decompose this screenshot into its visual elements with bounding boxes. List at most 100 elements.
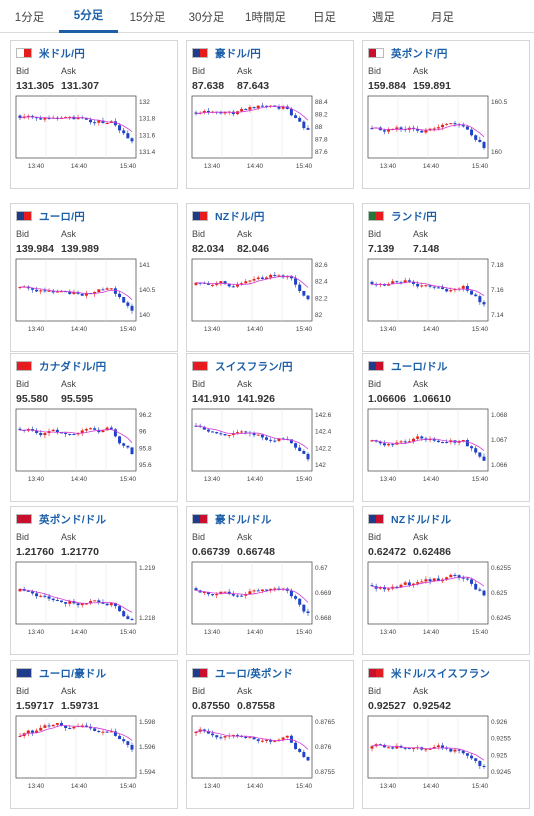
- candle-body: [84, 429, 88, 431]
- x-tick-label: 15:40: [296, 476, 313, 483]
- mini-chart[interactable]: 1.219 1.218 13:40 14:40 15:40: [15, 561, 174, 642]
- pair-name[interactable]: カナダドル/円: [39, 360, 107, 373]
- rate-card[interactable]: 米ドル/スイスフラン Bid Ask 0.92527 0.92542 0.926…: [362, 660, 530, 809]
- candle-body: [39, 595, 43, 597]
- pair-name[interactable]: 豪ドル/ドル: [215, 513, 272, 526]
- card-header[interactable]: NZドル/円: [192, 209, 265, 223]
- pair-name[interactable]: 英ポンド/円: [391, 47, 448, 60]
- pair-name[interactable]: NZドル/ドル: [391, 513, 452, 526]
- candle-body: [51, 290, 55, 293]
- candle-body: [122, 130, 126, 134]
- tab-3[interactable]: 30分足: [188, 11, 225, 24]
- mini-chart[interactable]: 1.598 1.596 1.594 13:40 14:40 15:40: [15, 715, 174, 796]
- candle-body: [55, 723, 59, 725]
- rate-card[interactable]: 英ポンド/円 Bid Ask 159.884 159.891 160.5 160 1…: [362, 40, 530, 189]
- card-header[interactable]: NZドル/ドル: [368, 512, 451, 526]
- candle-body: [269, 439, 273, 441]
- rate-card[interactable]: 英ポンド/ドル Bid Ask 1.21760 1.21770 1.219 1.2…: [10, 506, 178, 655]
- rate-card[interactable]: ランド/円 Bid Ask 7.139 7.148 7.18 7.16 7.14 13…: [362, 203, 530, 352]
- rate-card[interactable]: 米ドル/円 Bid Ask 131.305 131.307 132 131.8 13…: [10, 40, 178, 189]
- tab-5[interactable]: 日足: [313, 11, 336, 24]
- mini-chart[interactable]: 160.5 160 13:40 14:40 15:40: [367, 95, 526, 176]
- pair-name[interactable]: 米ドル/円: [39, 47, 85, 60]
- rate-card[interactable]: 豪ドル/円 Bid Ask 87.638 87.643 88.4 88.2 88 87…: [186, 40, 354, 189]
- candle-body: [35, 730, 39, 733]
- mini-chart[interactable]: 1.068 1.067 1.066 13:40 14:40 15:40: [367, 408, 526, 489]
- candle-body: [306, 128, 310, 130]
- mini-chart[interactable]: 88.4 88.2 88 87.8 87.6 13:40 14:40 15:40: [191, 95, 350, 176]
- candle-body: [273, 588, 277, 590]
- pair-name[interactable]: ユーロ/ドル: [391, 360, 448, 373]
- y-tick-label: 82: [315, 312, 323, 319]
- tab-7[interactable]: 月足: [431, 11, 454, 24]
- rate-card[interactable]: ユーロ/ドル Bid Ask 1.06606 1.06610 1.068 1.06…: [362, 353, 530, 502]
- mini-chart[interactable]: 141 140.5 140 13:40 14:40 15:40: [15, 258, 174, 339]
- pair-name[interactable]: NZドル/円: [215, 210, 265, 223]
- tab-0[interactable]: 1分足: [14, 11, 45, 24]
- card-header[interactable]: カナダドル/円: [16, 359, 106, 373]
- mini-chart[interactable]: 142.6 142.4 142.2 142 13:40 14:40 15:40: [191, 408, 350, 489]
- mini-chart[interactable]: 0.67 0.669 0.668 13:40 14:40 15:40: [191, 561, 350, 642]
- moving-average-line: [195, 588, 309, 603]
- card-header[interactable]: ユーロ/豪ドル: [16, 666, 106, 680]
- candle-body: [80, 725, 84, 727]
- rate-card[interactable]: NZドル/円 Bid Ask 82.034 82.046 82.6 82.4 82.…: [186, 203, 354, 352]
- card-header[interactable]: 英ポンド/円: [368, 46, 448, 60]
- mini-chart[interactable]: 82.6 82.4 82.2 82 13:40 14:40 15:40: [191, 258, 350, 339]
- rate-card[interactable]: NZドル/ドル Bid Ask 0.62472 0.62486 0.6255 0.…: [362, 506, 530, 655]
- x-tick-label: 14:40: [423, 326, 440, 333]
- candle-body: [72, 601, 76, 604]
- pair-name[interactable]: スイスフラン/円: [215, 360, 293, 373]
- rate-card[interactable]: スイスフラン/円 Bid Ask 141.910 141.926 142.6 14…: [186, 353, 354, 502]
- candle-body: [461, 577, 465, 579]
- candle-body: [235, 734, 239, 736]
- pair-name[interactable]: ユーロ/豪ドル: [39, 667, 107, 680]
- pair-name[interactable]: 豪ドル/円: [215, 47, 261, 60]
- candle-body: [457, 749, 461, 751]
- pair-name[interactable]: 米ドル/スイスフラン: [391, 667, 491, 680]
- rate-card[interactable]: ユーロ/豪ドル Bid Ask 1.59717 1.59731 1.598 1.5…: [10, 660, 178, 809]
- ask-value: 95.595: [61, 393, 94, 405]
- candle-body: [428, 579, 432, 582]
- candle-body: [294, 596, 298, 599]
- card-header[interactable]: ランド/円: [368, 209, 437, 223]
- card-header[interactable]: ユーロ/英ポンド: [192, 666, 293, 680]
- mini-chart[interactable]: 96.2 96 95.8 95.6 13:40 14:40 15:40: [15, 408, 174, 489]
- pair-name[interactable]: ランド/円: [391, 210, 437, 223]
- candle-body: [273, 274, 277, 276]
- ask-value: 1.59731: [61, 700, 99, 712]
- mini-chart[interactable]: 0.926 0.9255 0.925 0.9245 13:40 14:40 15:40: [367, 715, 526, 796]
- mini-chart[interactable]: 0.6255 0.625 0.6245 13:40 14:40 15:40: [367, 561, 526, 642]
- pair-name[interactable]: ユーロ/英ポンド: [215, 667, 294, 680]
- rate-card[interactable]: カナダドル/円 Bid Ask 95.580 95.595 96.2 96 95.8…: [10, 353, 178, 502]
- card-header[interactable]: スイスフラン/円: [192, 359, 293, 373]
- card-header[interactable]: 英ポンド/ドル: [16, 512, 106, 526]
- candle-body: [223, 281, 227, 284]
- rate-card[interactable]: 豪ドル/ドル Bid Ask 0.66739 0.66748 0.67 0.669…: [186, 506, 354, 655]
- x-tick-label: 15:40: [472, 163, 489, 170]
- card-header[interactable]: ユーロ/円: [16, 209, 85, 223]
- tab-6[interactable]: 週足: [372, 11, 395, 24]
- candle-body: [240, 431, 244, 433]
- card-header[interactable]: 豪ドル/ドル: [192, 512, 272, 526]
- card-header[interactable]: 米ドル/スイスフラン: [368, 666, 490, 680]
- tab-2[interactable]: 15分足: [129, 11, 166, 24]
- mini-chart[interactable]: 7.18 7.16 7.14 13:40 14:40 15:40: [367, 258, 526, 339]
- pair-name[interactable]: ユーロ/円: [39, 210, 85, 223]
- card-header[interactable]: 米ドル/円: [16, 46, 85, 60]
- card-header[interactable]: 豪ドル/円: [192, 46, 261, 60]
- mini-chart[interactable]: 132 131.8 131.6 131.4 13:40 14:40 15:40: [15, 95, 174, 176]
- candle-body: [206, 110, 210, 113]
- ask-value: 139.989: [61, 243, 99, 255]
- card-header[interactable]: ユーロ/ドル: [368, 359, 448, 373]
- rate-card[interactable]: ユーロ/英ポンド Bid Ask 0.87550 0.87558 0.8765 0…: [186, 660, 354, 809]
- rate-card[interactable]: ユーロ/円 Bid Ask 139.984 139.989 141 140.5 14…: [10, 203, 178, 352]
- candle-body: [93, 600, 97, 602]
- candle-body: [43, 118, 47, 120]
- pair-name[interactable]: 英ポンド/ドル: [39, 513, 107, 526]
- candle-body: [105, 123, 109, 125]
- tab-4[interactable]: 1時間足: [245, 11, 286, 24]
- candle-body: [219, 433, 223, 435]
- mini-chart[interactable]: 0.8765 0.876 0.8755 13:40 14:40 15:40: [191, 715, 350, 796]
- tab-1[interactable]: 5分足: [59, 0, 118, 33]
